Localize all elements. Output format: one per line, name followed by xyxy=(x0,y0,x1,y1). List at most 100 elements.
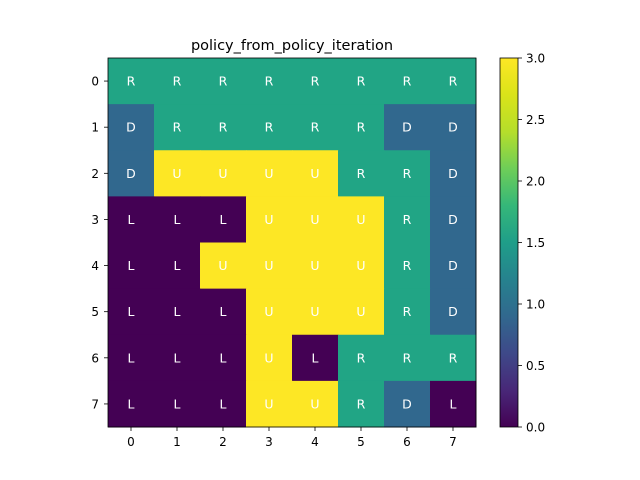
cell-label: R xyxy=(311,74,320,89)
cell-label: U xyxy=(356,258,365,273)
heatmap-cell xyxy=(154,196,201,244)
cell-label: L xyxy=(128,350,135,365)
heatmap-cell xyxy=(200,288,247,336)
x-tick-label: 3 xyxy=(265,435,273,449)
heatmap-cell xyxy=(108,288,155,336)
y-tick-label: 0 xyxy=(91,75,99,89)
cell-label: R xyxy=(403,304,412,319)
cell-label: L xyxy=(128,304,135,319)
cell-label: U xyxy=(264,258,273,273)
heatmap-cell xyxy=(430,288,477,336)
cell-label: U xyxy=(356,304,365,319)
colorbar-ticks: 0.0 0.5 1.0 1.5 2.0 2.5 3.0 xyxy=(518,52,545,435)
x-tick-label: 6 xyxy=(403,435,411,449)
heatmap-cell xyxy=(292,58,339,105)
y-tick-label: 7 xyxy=(91,397,99,411)
cell-label: U xyxy=(172,166,181,181)
y-tick-label: 3 xyxy=(91,213,99,227)
heatmap-cell xyxy=(384,58,431,105)
x-tick-label: 5 xyxy=(357,435,365,449)
heatmap-cell xyxy=(246,334,293,382)
cell-label: R xyxy=(357,120,366,135)
heatmap-cell xyxy=(292,104,339,151)
heatmap-cell xyxy=(430,150,477,197)
heatmap-cell xyxy=(154,242,201,290)
heatmap-cell xyxy=(154,288,201,336)
colorbar-tick-label: 2.5 xyxy=(526,113,545,127)
heatmap-cell xyxy=(108,242,155,290)
y-axis: 0 1 2 3 4 5 6 7 xyxy=(91,75,108,411)
cell-label: U xyxy=(310,258,319,273)
cell-label: D xyxy=(448,258,458,273)
cell-label: D xyxy=(448,166,458,181)
cell-label: L xyxy=(128,212,135,227)
x-tick-label: 0 xyxy=(127,435,135,449)
heatmap-cell xyxy=(384,242,431,290)
heatmap-cell xyxy=(430,380,477,428)
cell-label: L xyxy=(450,396,457,411)
cell-label: D xyxy=(448,120,458,135)
heatmap-cell xyxy=(292,288,339,336)
cell-label: U xyxy=(356,212,365,227)
heatmap-cell xyxy=(338,242,385,290)
y-tick-label: 1 xyxy=(91,121,99,135)
heatmap-cell xyxy=(338,104,385,151)
heatmap-cell xyxy=(108,196,155,244)
cell-label: R xyxy=(265,120,274,135)
y-tick-label: 2 xyxy=(91,167,99,181)
heatmap-cell xyxy=(430,196,477,244)
y-tick-label: 5 xyxy=(91,305,99,319)
heatmap-cells xyxy=(108,58,477,428)
plot-frame xyxy=(107,57,477,428)
cell-label: L xyxy=(174,258,181,273)
heatmap-cell xyxy=(430,104,477,151)
heatmap-cell xyxy=(430,242,477,290)
heatmap-cell xyxy=(108,104,155,151)
heatmap-cell-labels: R R R R R R R R D R R R R R D D D U U U U R R D L L L U U U R D L L U U U U R D… xyxy=(126,74,458,412)
heatmap-cell xyxy=(384,104,431,151)
heatmap-cell xyxy=(338,380,385,428)
cell-label: R xyxy=(219,74,228,89)
heatmap-cell xyxy=(246,150,293,197)
cell-label: R xyxy=(311,120,320,135)
cell-label: U xyxy=(310,396,319,411)
cell-label: R xyxy=(265,74,274,89)
heatmap-cell xyxy=(338,334,385,382)
cell-label: L xyxy=(174,350,181,365)
cell-label: U xyxy=(264,166,273,181)
heatmap-cell xyxy=(200,58,247,105)
heatmap-cell xyxy=(338,58,385,105)
cell-label: U xyxy=(264,350,273,365)
cell-label: L xyxy=(174,304,181,319)
cell-label: U xyxy=(310,212,319,227)
heatmap-cell xyxy=(384,288,431,336)
heatmap-cell xyxy=(246,380,293,428)
cell-label: U xyxy=(310,166,319,181)
heatmap-cell xyxy=(200,334,247,382)
colorbar xyxy=(499,57,519,428)
cell-label: D xyxy=(402,120,412,135)
heatmap-cell xyxy=(154,380,201,428)
colorbar-tick-label: 0.0 xyxy=(526,421,545,435)
heatmap-cell xyxy=(292,196,339,244)
cell-label: L xyxy=(220,396,227,411)
cell-label: U xyxy=(310,304,319,319)
heatmap-cell xyxy=(246,242,293,290)
cell-label: R xyxy=(403,258,412,273)
heatmap-cell xyxy=(246,196,293,244)
heatmap-cell xyxy=(384,380,431,428)
cell-label: D xyxy=(126,120,136,135)
heatmap-cell xyxy=(154,104,201,151)
cell-label: L xyxy=(174,396,181,411)
heatmap-cell xyxy=(154,150,201,197)
heatmap-cell xyxy=(246,58,293,105)
cell-label: L xyxy=(312,350,319,365)
x-axis: 0 1 2 3 4 5 6 7 xyxy=(127,427,457,449)
cell-label: R xyxy=(357,74,366,89)
heatmap-cell xyxy=(292,380,339,428)
cell-label: U xyxy=(218,166,227,181)
cell-label: U xyxy=(264,212,273,227)
colorbar-tick-label: 3.0 xyxy=(526,52,545,66)
y-tick-label: 6 xyxy=(91,351,99,365)
